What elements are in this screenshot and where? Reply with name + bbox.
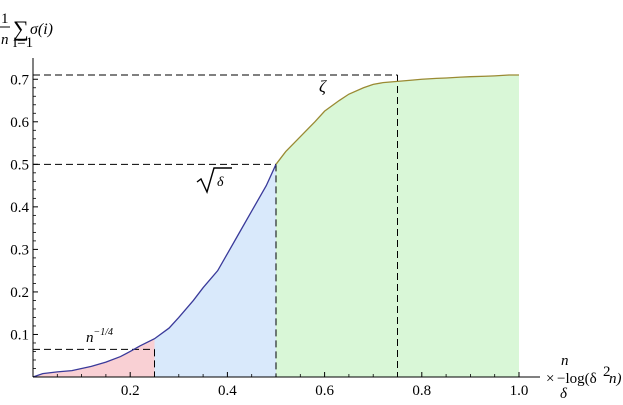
ylabel-prefix-num: 1 (1, 11, 9, 27)
curve-left-segment (32, 164, 277, 378)
axes (32, 58, 540, 378)
annotation-n-quarter: n−1/4 (86, 327, 113, 346)
y-tick-label-2: 0.3 (10, 242, 29, 258)
annotation-n-quarter-base: n (86, 330, 94, 346)
shaded-regions (33, 75, 519, 377)
y-tick-label-1: 0.2 (10, 285, 29, 301)
annotations: n−1/4 δ ζ (86, 77, 327, 346)
annotation-sqrt-delta-text: δ (217, 175, 224, 190)
xlabel-frac-den: δ (560, 386, 568, 402)
region-red (33, 338, 155, 377)
xlabel-log-exp: 2 (603, 364, 611, 380)
annotation-sqrt-delta: δ (196, 167, 232, 194)
region-blue (154, 164, 276, 377)
xlabel-log-tail: n) (609, 371, 622, 387)
data-curve (32, 74, 519, 378)
curve-right-segment (275, 74, 519, 165)
xlabel-log-text: −log(δ (557, 371, 597, 387)
y-axis-label: 1 n ∑ i=1 σ(i) (0, 11, 53, 51)
annotation-zeta: ζ (319, 77, 327, 96)
x-tick-label-1: 0.4 (218, 383, 237, 399)
x-axis-label: n × −log(δ 2 n) δ (546, 353, 622, 402)
xlabel-frac-num: n (561, 353, 569, 369)
ylabel-sum-sign: ∑ (13, 16, 29, 41)
region-green (276, 75, 519, 377)
y-tick-label-4: 0.5 (10, 157, 29, 173)
x-tick-label-4: 1.0 (510, 383, 529, 399)
y-tick-label-5: 0.6 (10, 115, 29, 131)
y-tick-label-0: 0.1 (10, 327, 29, 343)
y-tick-label-3: 0.4 (10, 200, 29, 216)
sqrt-radical (196, 167, 232, 194)
ylabel-prefix-den: n (1, 32, 9, 48)
x-tick-label-3: 0.8 (412, 383, 431, 399)
ylabel-body: σ(i) (30, 21, 53, 38)
x-tick-label-2: 0.6 (315, 383, 334, 399)
xlabel-times: × (546, 371, 554, 387)
ticks: 0.2 0.4 0.6 0.8 1.0 0.1 0.2 0.3 0.4 0.5 0.6 0.7 (10, 72, 528, 399)
ylabel-sum-sub: i=1 (13, 35, 33, 51)
x-tick-label-0: 0.2 (121, 383, 140, 399)
annotation-n-quarter-exp: −1/4 (94, 327, 114, 338)
y-tick-label-6: 0.7 (10, 72, 29, 88)
